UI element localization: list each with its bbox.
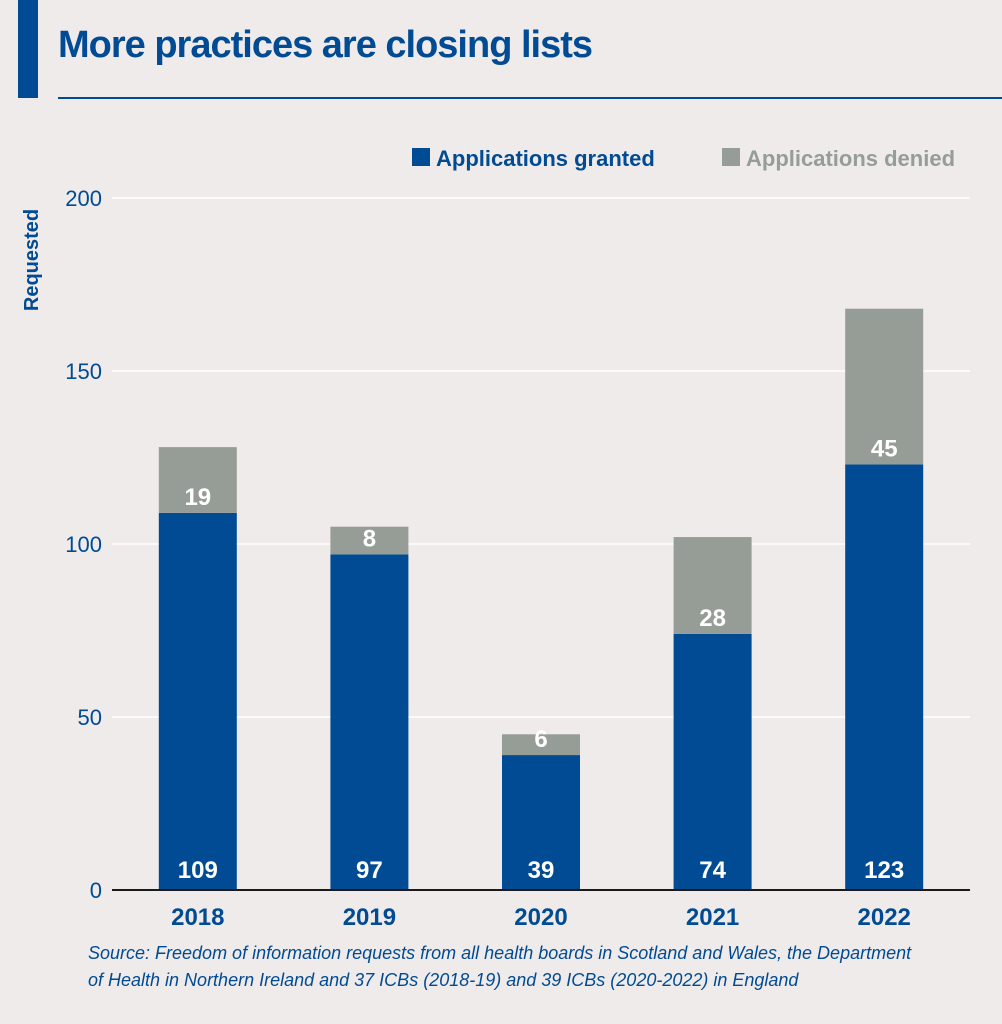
y-tick-label: 50: [78, 705, 102, 730]
data-label-granted: 39: [528, 857, 555, 884]
data-label-granted: 74: [699, 857, 726, 884]
data-label-granted: 97: [356, 857, 383, 884]
bar-denied: [845, 308, 924, 465]
y-axis-title: Requested: [21, 209, 43, 311]
bar-granted: [158, 512, 237, 890]
data-label-denied: 28: [699, 605, 726, 632]
data-label-denied: 8: [363, 525, 376, 552]
source-line-1: Source: Freedom of information requests …: [88, 943, 912, 963]
source-line-2: of Health in Northern Ireland and 37 ICB…: [88, 970, 799, 990]
legend-swatch-granted: [412, 148, 430, 166]
page-title: More practices are closing lists: [58, 24, 593, 66]
y-tick-label: 200: [65, 186, 102, 211]
source-note: Source: Freedom of information requests …: [88, 940, 988, 994]
bar-denied: [502, 734, 580, 756]
y-tick-label: 100: [65, 532, 102, 557]
bar-denied: [673, 537, 752, 634]
data-label-denied: 45: [871, 435, 898, 462]
bar-denied: [158, 447, 237, 513]
bar-granted: [673, 633, 752, 890]
bar-granted: [330, 554, 409, 890]
x-tick-label: 2021: [686, 904, 739, 931]
data-label-denied: 6: [534, 726, 547, 753]
data-label-granted: 123: [864, 857, 904, 884]
x-tick-label: 2022: [858, 904, 911, 931]
y-tick-label: 0: [90, 878, 102, 903]
x-tick-label: 2018: [171, 904, 224, 931]
data-label-denied: 19: [184, 484, 211, 511]
bar-denied: [330, 526, 409, 555]
bar-granted: [502, 755, 580, 890]
stacked-bar-chart: 0 50 100 150 200 Requested 109 19 2018 97 8 2019 39 6…: [21, 146, 970, 931]
legend-label-granted: Applications granted: [436, 146, 655, 171]
x-tick-label: 2019: [343, 904, 396, 931]
legend-label-denied: Applications denied: [746, 146, 955, 171]
legend-swatch-denied: [722, 148, 740, 166]
x-tick-label: 2020: [514, 904, 567, 931]
title-divider: [58, 97, 1002, 99]
y-tick-label: 150: [65, 359, 102, 384]
data-label-granted: 109: [178, 857, 218, 884]
title-accent-bar: [18, 0, 38, 98]
bar-granted: [845, 464, 924, 890]
